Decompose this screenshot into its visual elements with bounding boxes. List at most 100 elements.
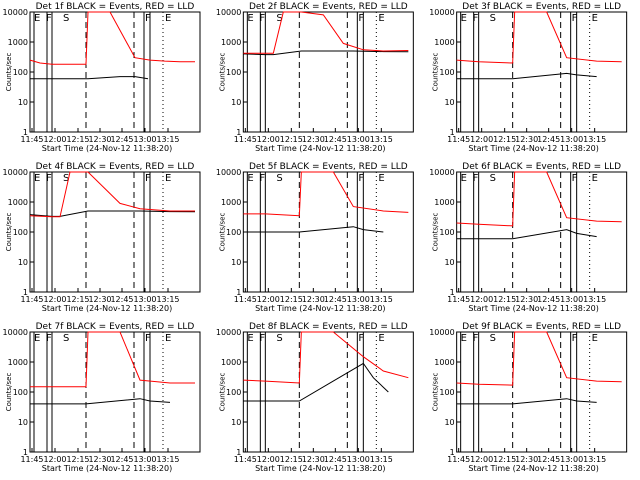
x-tick-label: 11:45 xyxy=(447,295,470,304)
y-tick-label: 10 xyxy=(18,418,28,427)
y-tick-label: 10 xyxy=(18,98,28,107)
event-marker-label: S xyxy=(63,13,69,24)
series-line-lld xyxy=(456,171,622,227)
event-marker-label: F xyxy=(358,173,364,184)
x-tick-label: 12:00 xyxy=(257,455,280,464)
event-marker-label: F xyxy=(358,333,364,344)
x-tick-label: 12:30 xyxy=(515,295,538,304)
chart-title: Det 6f BLACK = Events, RED = LLD xyxy=(462,162,621,172)
y-tick-label: 10000 xyxy=(3,328,28,337)
event-marker-label: F xyxy=(572,173,578,184)
x-tick-label: 12:30 xyxy=(515,135,538,144)
plot-frame xyxy=(242,11,414,133)
event-marker-label: E xyxy=(378,13,384,24)
x-tick-label: 11:45 xyxy=(234,455,257,464)
event-marker-label: F xyxy=(259,13,265,24)
event-marker-label: E xyxy=(378,173,384,184)
series-line-events xyxy=(30,76,149,80)
x-axis-label: Start Time (24-Nov-12 11:38:20) xyxy=(42,144,172,153)
event-marker-label: F xyxy=(473,13,479,24)
chart-panel: Det 2f BLACK = Events, RED = LLD 1 10 100 10… xyxy=(216,2,414,153)
event-marker-label: F xyxy=(572,333,578,344)
y-tick-label: 100 xyxy=(226,68,241,77)
chart-title: Det 2f BLACK = Events, RED = LLD xyxy=(249,2,408,12)
x-tick-label: 13:00 xyxy=(133,135,156,144)
event-marker-label: F xyxy=(46,13,52,24)
event-marker-label: E xyxy=(592,173,598,184)
x-tick-label: 12:00 xyxy=(43,135,66,144)
x-tick-label: 11:45 xyxy=(234,135,257,144)
y-tick-label: 1000 xyxy=(434,38,454,47)
y-axis-label: Counts/sec xyxy=(218,373,226,412)
x-tick-label: 12:15 xyxy=(493,295,516,304)
event-marker-label: E xyxy=(165,333,171,344)
chart-title: Det 5f BLACK = Events, RED = LLD xyxy=(249,162,408,172)
x-tick-label: 13:00 xyxy=(347,295,370,304)
x-tick-label: 13:15 xyxy=(583,455,606,464)
x-tick-label: 13:00 xyxy=(133,295,156,304)
x-tick-label: 13:15 xyxy=(583,135,606,144)
y-tick-label: 1 xyxy=(236,128,241,137)
x-tick-label: 13:00 xyxy=(347,135,370,144)
y-tick-label: 1 xyxy=(450,448,455,457)
event-marker-label: E xyxy=(165,173,171,184)
y-tick-label: 1 xyxy=(450,128,455,137)
x-tick-label: 13:15 xyxy=(370,455,393,464)
event-marker-label: E xyxy=(461,173,467,184)
chart-panel: Det 7f BLACK = Events, RED = LLD 1 10 100 10… xyxy=(3,322,201,473)
x-tick-label: 12:45 xyxy=(110,455,133,464)
y-tick-label: 100 xyxy=(13,68,28,77)
x-tick-label: 13:15 xyxy=(370,135,393,144)
chart-title: Det 4f BLACK = Events, RED = LLD xyxy=(36,162,195,172)
y-tick-label: 100 xyxy=(226,388,241,397)
y-tick-label: 10 xyxy=(231,258,241,267)
event-marker-label: F xyxy=(145,13,151,24)
y-tick-label: 100 xyxy=(226,228,241,237)
chart-panel: Det 6f BLACK = Events, RED = LLD 1 10 100 10… xyxy=(429,162,628,313)
event-marker-label: S xyxy=(490,13,496,24)
y-tick-label: 10000 xyxy=(429,168,454,177)
x-tick-label: 12:30 xyxy=(515,455,538,464)
y-tick-label: 1 xyxy=(23,128,28,137)
y-axis-label: Counts/sec xyxy=(5,373,13,412)
y-axis-label: Counts/sec xyxy=(218,53,226,92)
chart-panel: Det 8f BLACK = Events, RED = LLD 1 10 100 10… xyxy=(216,322,414,473)
y-tick-label: 10000 xyxy=(3,8,28,17)
plot-frame xyxy=(456,331,628,453)
event-marker-label: F xyxy=(572,13,578,24)
x-tick-label: 12:15 xyxy=(493,455,516,464)
x-tick-label: 11:45 xyxy=(20,455,43,464)
y-tick-label: 1000 xyxy=(221,198,241,207)
chart-panel: Det 1f BLACK = Events, RED = LLD 1 10 100 10… xyxy=(3,2,201,153)
event-marker-label: S xyxy=(490,333,496,344)
x-tick-label: 12:30 xyxy=(302,455,325,464)
y-tick-label: 10 xyxy=(231,98,241,107)
series-line-events xyxy=(243,50,409,56)
y-tick-label: 1000 xyxy=(8,198,28,207)
y-tick-label: 10 xyxy=(444,98,454,107)
x-axis-label: Start Time (24-Nov-12 11:38:20) xyxy=(468,144,598,153)
y-axis-label: Counts/sec xyxy=(5,213,13,252)
x-axis-label: Start Time (24-Nov-12 11:38:20) xyxy=(42,304,172,313)
x-axis-label: Start Time (24-Nov-12 11:38:20) xyxy=(468,304,598,313)
event-marker-label: E xyxy=(165,13,171,24)
chart-title: Det 8f BLACK = Events, RED = LLD xyxy=(249,322,408,332)
y-tick-label: 1000 xyxy=(221,358,241,367)
x-tick-label: 12:15 xyxy=(280,135,303,144)
x-tick-label: 11:45 xyxy=(447,455,470,464)
y-tick-label: 100 xyxy=(13,228,28,237)
x-tick-label: 13:00 xyxy=(560,295,583,304)
event-marker-label: F xyxy=(259,173,265,184)
series-line-events xyxy=(30,398,171,405)
event-marker-label: S xyxy=(490,173,496,184)
x-tick-label: 11:45 xyxy=(20,135,43,144)
event-marker-label: S xyxy=(276,333,282,344)
event-marker-label: E xyxy=(247,333,253,344)
x-tick-label: 12:15 xyxy=(66,295,89,304)
x-tick-label: 12:15 xyxy=(493,135,516,144)
event-marker-label: E xyxy=(34,173,40,184)
event-marker-label: S xyxy=(63,173,69,184)
x-tick-label: 12:45 xyxy=(110,135,133,144)
event-marker-label: F xyxy=(46,173,52,184)
y-tick-label: 10000 xyxy=(216,8,241,17)
